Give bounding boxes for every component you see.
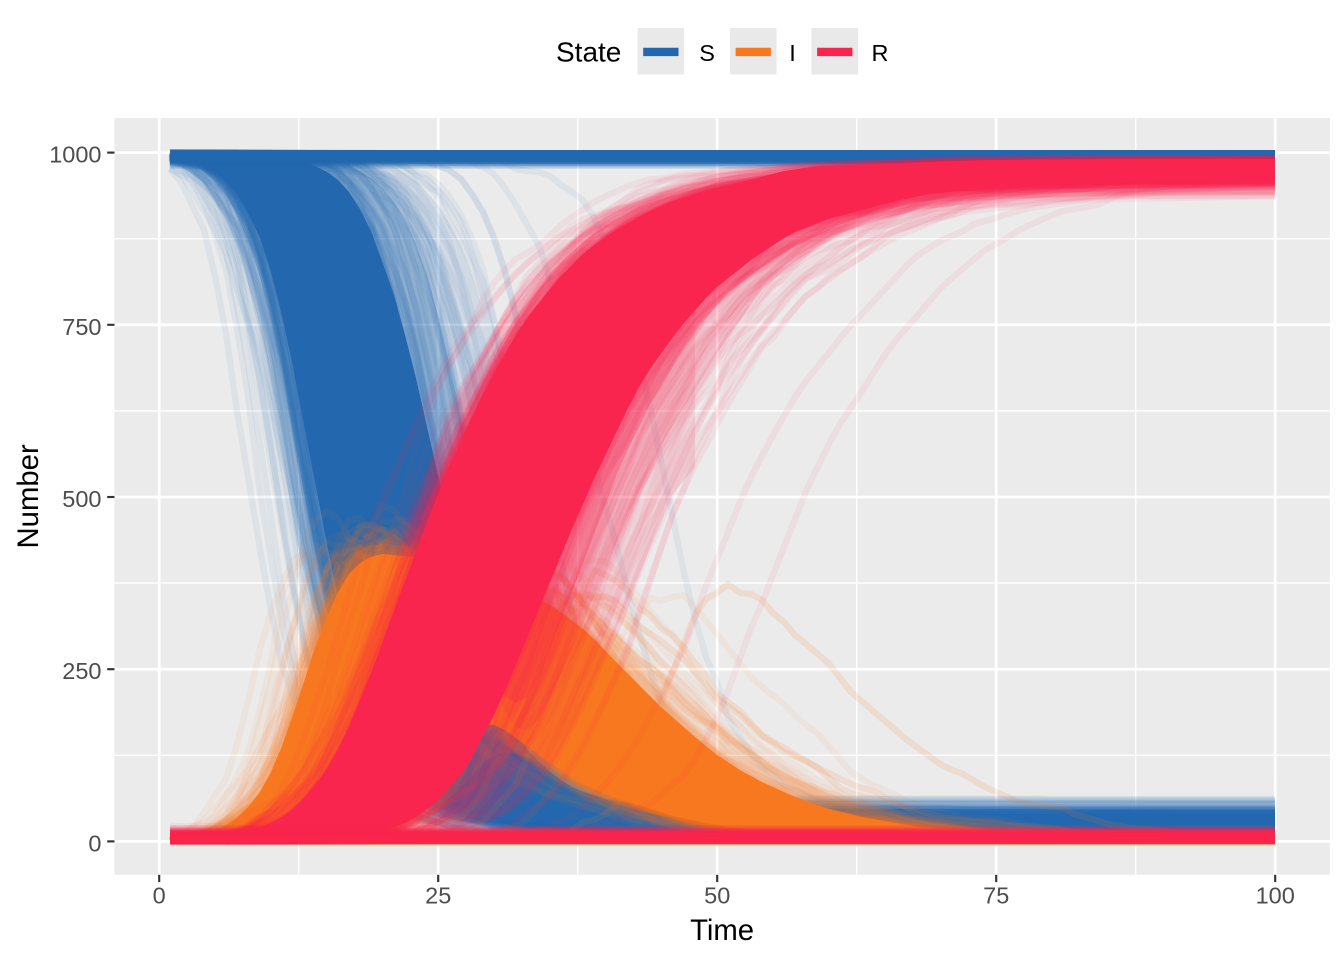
svg-text:100: 100 — [1256, 883, 1295, 909]
svg-text:500: 500 — [62, 486, 101, 512]
svg-text:50: 50 — [704, 883, 730, 909]
svg-text:0: 0 — [88, 830, 101, 856]
svg-text:S: S — [699, 40, 715, 66]
svg-text:75: 75 — [983, 883, 1009, 909]
svg-text:Time: Time — [690, 914, 754, 947]
svg-text:Number: Number — [12, 444, 45, 548]
svg-text:25: 25 — [425, 883, 451, 909]
svg-text:State: State — [556, 36, 621, 67]
svg-text:1000: 1000 — [49, 142, 101, 168]
svg-text:I: I — [789, 40, 796, 66]
svg-text:R: R — [872, 40, 889, 66]
svg-text:750: 750 — [62, 314, 101, 340]
svg-text:0: 0 — [153, 883, 166, 909]
svg-text:250: 250 — [62, 658, 101, 684]
